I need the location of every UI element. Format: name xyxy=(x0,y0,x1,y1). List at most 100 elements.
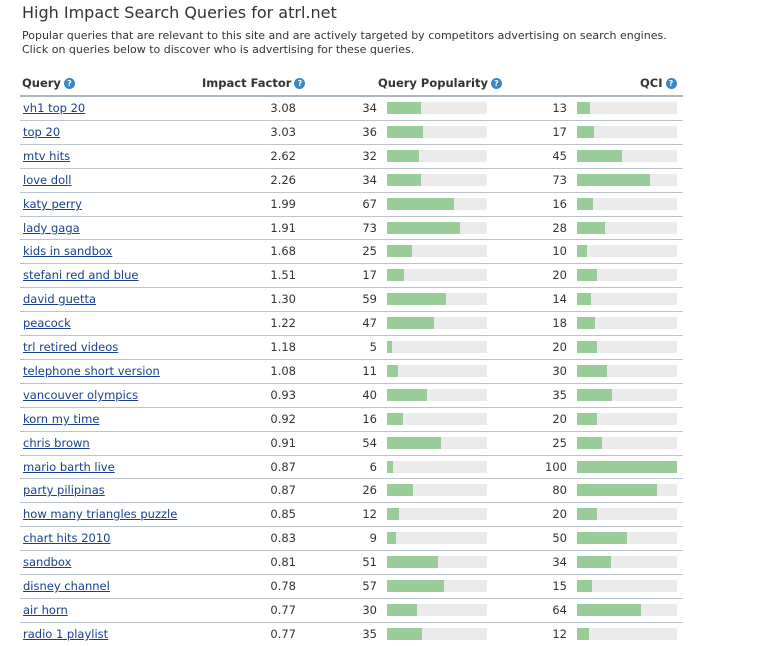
query-link[interactable]: radio 1 playlist xyxy=(23,627,109,641)
qci-bar-fill xyxy=(577,365,607,377)
popularity-bar xyxy=(387,580,487,592)
qci-value: 20 xyxy=(552,412,567,426)
popularity-bar-fill xyxy=(387,365,398,377)
qci-bar-fill xyxy=(577,126,594,138)
popularity-bar-fill xyxy=(387,269,404,281)
impact-factor-value: 2.26 xyxy=(270,173,296,187)
qci-bar-fill xyxy=(577,198,593,210)
table-row: vh1 top 20 3.08 34 13 xyxy=(20,97,683,120)
query-link[interactable]: korn my time xyxy=(23,412,100,426)
qci-bar-fill xyxy=(577,389,612,401)
impact-factor-value: 0.83 xyxy=(270,531,296,545)
impact-factor-value: 0.81 xyxy=(270,555,296,569)
query-link[interactable]: stefani red and blue xyxy=(23,268,139,282)
popularity-value: 40 xyxy=(362,388,377,402)
query-link[interactable]: mario barth live xyxy=(23,460,115,474)
popularity-bar-fill xyxy=(387,174,421,186)
popularity-bar xyxy=(387,628,487,640)
table-row: love doll 2.26 34 73 xyxy=(20,169,683,192)
column-header-query[interactable]: Query ? xyxy=(22,76,75,90)
query-link[interactable]: kids in sandbox xyxy=(23,244,113,258)
query-link[interactable]: peacock xyxy=(23,316,71,330)
qci-bar-fill xyxy=(577,317,595,329)
qci-value: 28 xyxy=(552,221,567,235)
query-link[interactable]: sandbox xyxy=(23,555,72,569)
qci-bar-fill xyxy=(577,413,597,425)
query-link[interactable]: top 20 xyxy=(23,125,61,139)
column-header-qci[interactable]: QCI ? xyxy=(640,76,677,90)
popularity-bar xyxy=(387,604,487,616)
impact-factor-value: 0.77 xyxy=(270,627,296,641)
column-header-qci-label: QCI xyxy=(640,76,663,90)
popularity-value: 5 xyxy=(369,340,377,354)
query-link[interactable]: mtv hits xyxy=(23,149,71,163)
column-header-popularity-label: Query Popularity xyxy=(378,76,488,90)
row-divider xyxy=(20,335,683,336)
qci-bar xyxy=(577,198,677,210)
table-row: top 20 3.03 36 17 xyxy=(20,121,683,144)
impact-factor-value: 0.92 xyxy=(270,412,296,426)
row-divider xyxy=(20,383,683,384)
popularity-bar xyxy=(387,269,487,281)
popularity-bar xyxy=(387,341,487,353)
qci-bar xyxy=(577,150,677,162)
query-link[interactable]: party pilipinas xyxy=(23,483,105,497)
query-link[interactable]: chart hits 2010 xyxy=(23,531,111,545)
qci-bar-fill xyxy=(577,102,590,114)
popularity-bar-fill xyxy=(387,508,399,520)
qci-value: 30 xyxy=(552,364,567,378)
row-divider xyxy=(20,359,683,360)
query-link[interactable]: david guetta xyxy=(23,292,97,306)
qci-value: 12 xyxy=(552,627,567,641)
query-link[interactable]: telephone short version xyxy=(23,364,160,378)
qci-bar xyxy=(577,389,677,401)
column-header-query-label: Query xyxy=(22,76,61,90)
popularity-value: 6 xyxy=(369,460,377,474)
impact-factor-value: 3.03 xyxy=(270,125,296,139)
table-row: mtv hits 2.62 32 45 xyxy=(20,145,683,168)
popularity-bar xyxy=(387,150,487,162)
popularity-bar xyxy=(387,126,487,138)
query-link[interactable]: love doll xyxy=(23,173,72,187)
qci-bar-fill xyxy=(577,174,650,186)
query-link[interactable]: disney channel xyxy=(23,579,110,593)
row-divider xyxy=(20,431,683,432)
query-link[interactable]: lady gaga xyxy=(23,221,80,235)
row-divider xyxy=(20,455,683,456)
query-link[interactable]: katy perry xyxy=(23,197,82,211)
qci-bar-fill xyxy=(577,341,597,353)
table-row: lady gaga 1.91 73 28 xyxy=(20,217,683,240)
popularity-bar-fill xyxy=(387,102,421,114)
popularity-value: 47 xyxy=(362,316,377,330)
query-link[interactable]: vancouver olympics xyxy=(23,388,139,402)
help-icon[interactable]: ? xyxy=(63,77,75,89)
qci-bar xyxy=(577,556,677,568)
qci-bar-fill xyxy=(577,556,611,568)
qci-value: 18 xyxy=(552,316,567,330)
column-header-impact-factor[interactable]: Impact Factor ? xyxy=(202,76,306,90)
popularity-bar-fill xyxy=(387,532,396,544)
table-header-divider xyxy=(20,95,683,97)
qci-bar xyxy=(577,365,677,377)
popularity-value: 25 xyxy=(362,244,377,258)
help-icon[interactable]: ? xyxy=(294,77,306,89)
query-link[interactable]: how many triangles puzzle xyxy=(23,507,178,521)
qci-bar-fill xyxy=(577,150,622,162)
query-link[interactable]: trl retired videos xyxy=(23,340,119,354)
popularity-bar xyxy=(387,389,487,401)
popularity-bar xyxy=(387,508,487,520)
popularity-value: 51 xyxy=(362,555,377,569)
column-header-query-popularity[interactable]: Query Popularity ? xyxy=(378,76,502,90)
table-row: radio 1 playlist 0.77 35 12 xyxy=(20,623,683,646)
popularity-bar xyxy=(387,198,487,210)
row-divider xyxy=(20,622,683,623)
help-icon[interactable]: ? xyxy=(491,77,502,89)
row-divider xyxy=(20,192,683,193)
qci-bar-fill xyxy=(577,437,602,449)
qci-value: 35 xyxy=(552,388,567,402)
query-link[interactable]: vh1 top 20 xyxy=(23,101,86,115)
help-icon[interactable]: ? xyxy=(665,77,677,89)
query-link[interactable]: chris brown xyxy=(23,436,90,450)
popularity-bar xyxy=(387,222,487,234)
query-link[interactable]: air horn xyxy=(23,603,68,617)
